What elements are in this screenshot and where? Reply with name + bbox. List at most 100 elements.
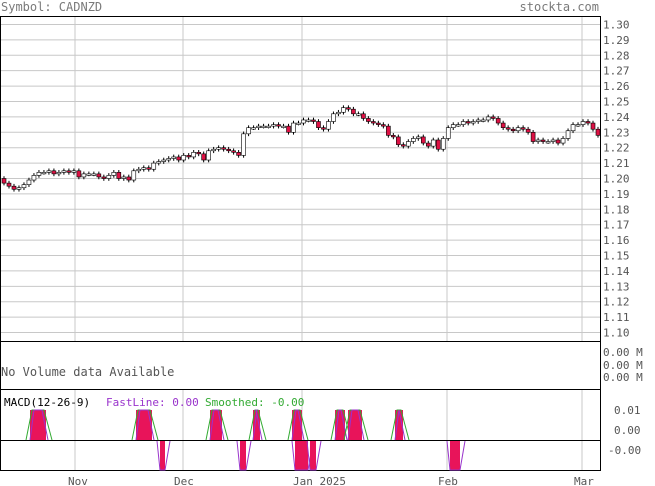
candle-body — [76, 170, 82, 178]
candle-body — [66, 170, 72, 173]
volume-tick-label: 0.00 M — [603, 346, 643, 359]
price-grid — [0, 16, 600, 470]
macd-fast-line — [334, 409, 348, 441]
price-tick-label: 1.21 — [603, 157, 630, 170]
candle-body — [575, 124, 581, 127]
candle-body — [530, 131, 536, 142]
candle-body — [406, 141, 411, 147]
date-tick-label: Jan 2025 — [293, 475, 346, 486]
candle-body — [246, 127, 251, 135]
macd-tick-label: -0.00 — [608, 444, 641, 457]
candle-body — [555, 139, 561, 144]
macd-histogram-bar — [253, 410, 260, 440]
candle-body — [1, 178, 7, 184]
date-tick-label: Nov — [68, 475, 88, 486]
candle-body — [41, 172, 47, 175]
candle-body — [151, 162, 157, 170]
price-tick-label: 1.30 — [603, 18, 630, 31]
candle-body — [301, 119, 306, 124]
candle-body — [211, 148, 216, 152]
price-tick-label: 1.18 — [603, 203, 630, 216]
volume-tick-label: 0.00 M — [603, 359, 643, 372]
candle-body — [266, 125, 271, 128]
macd-histogram-bar — [30, 410, 46, 440]
candle-body — [515, 127, 521, 132]
macd-fast-line — [306, 440, 322, 471]
macd-fast-line — [291, 409, 305, 441]
candle-body — [281, 125, 286, 128]
candle-body — [6, 182, 12, 187]
price-tick-label: 1.29 — [603, 34, 630, 47]
candle-body — [236, 152, 241, 156]
candle-body — [306, 119, 311, 122]
candle-body — [46, 170, 52, 173]
macd-tick-label: 0.00 — [614, 424, 641, 437]
macd-fast-line — [446, 440, 466, 471]
macd-title: MACD(12-26-9) — [4, 396, 90, 409]
candle-body — [111, 172, 117, 176]
candle-body — [141, 167, 147, 170]
candle-body — [560, 138, 566, 144]
candle-body — [485, 116, 491, 121]
candle-body — [386, 125, 391, 136]
candle-body — [241, 133, 246, 156]
price-tick-label: 1.11 — [603, 311, 630, 324]
macd-histogram-bar — [292, 410, 302, 440]
candle-body — [261, 125, 266, 128]
price-tick-label: 1.15 — [603, 250, 630, 263]
price-tick-label: 1.14 — [603, 265, 630, 278]
no-volume-message: No Volume data Available — [1, 365, 174, 379]
date-tick-label: Feb — [438, 475, 458, 486]
macd-fast-line — [394, 409, 406, 441]
candle-body — [550, 139, 556, 142]
candle-body — [440, 138, 446, 150]
candle-body — [371, 121, 376, 124]
candle-body — [545, 141, 551, 144]
price-tick-label: 1.28 — [603, 49, 630, 62]
site-name[interactable]: stockta.com — [519, 0, 599, 14]
candle-body — [251, 127, 256, 130]
candle-body — [26, 179, 32, 185]
date-axis: Nov Dec Jan 2025 Feb Mar — [68, 475, 594, 486]
price-tick-label: 1.13 — [603, 280, 630, 293]
price-axis: 1.10 1.11 1.12 1.13 1.14 1.15 1.16 1.17 1.18 1.19… — [603, 18, 630, 339]
price-tick-label: 1.12 — [603, 296, 630, 309]
macd-panel: MACD(12-26-9) FastLine: 0.00 Smoothed: -… — [4, 396, 641, 471]
candle-body — [336, 111, 341, 115]
candle-body — [21, 184, 27, 189]
candle-body — [71, 170, 77, 173]
candle-body — [585, 121, 591, 124]
candle-body — [376, 122, 381, 125]
candle-body — [535, 139, 541, 142]
candle-body — [31, 175, 37, 181]
macd-fast-line — [347, 409, 365, 441]
macd-fast-line — [135, 409, 155, 441]
candle-body — [206, 150, 211, 161]
candle-body — [595, 128, 601, 136]
candle-body — [176, 156, 182, 161]
symbol-label: Symbol: CADNZD — [1, 0, 103, 14]
candle-body — [121, 176, 127, 179]
candle-body — [470, 121, 476, 124]
candle-body — [341, 107, 346, 113]
candle-body — [171, 156, 177, 159]
macd-fast-line — [209, 409, 225, 441]
candle-body — [191, 152, 196, 158]
candle-body — [81, 173, 87, 178]
candle-body — [570, 124, 576, 132]
candle-body — [231, 150, 236, 153]
price-tick-label: 1.26 — [603, 80, 630, 93]
price-tick-label: 1.10 — [603, 327, 630, 340]
candle-body — [411, 138, 416, 142]
candle-body — [286, 125, 291, 133]
candle-body — [455, 124, 461, 127]
macd-fast-line — [29, 409, 49, 441]
candle-body — [136, 168, 142, 172]
candlesticks — [1, 105, 601, 192]
candle-body — [101, 176, 107, 179]
candle-body — [361, 113, 366, 119]
candle-body — [500, 122, 506, 128]
candle-body — [296, 122, 301, 125]
candle-body — [256, 125, 261, 128]
